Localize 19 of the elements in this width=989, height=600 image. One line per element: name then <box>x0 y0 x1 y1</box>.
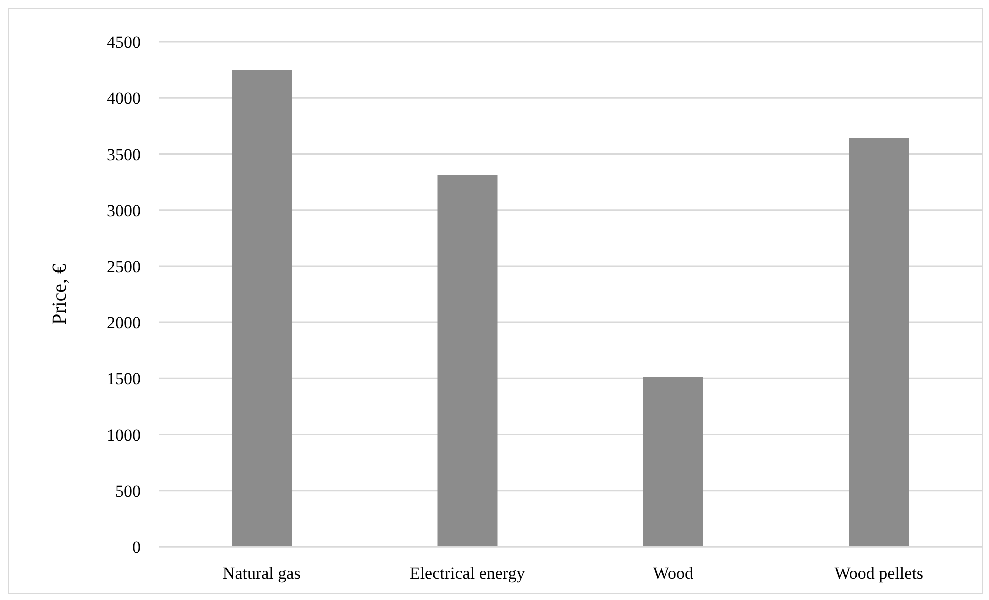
x-tick-label: Electrical energy <box>410 564 526 584</box>
bar <box>232 70 292 547</box>
x-tick-label: Wood pellets <box>834 564 924 584</box>
y-tick-label: 3500 <box>107 145 141 164</box>
y-axis-title: Price, € <box>49 264 72 326</box>
y-tick-label: 0 <box>132 538 141 558</box>
x-tick-label: Wood <box>653 564 694 584</box>
y-tick-label: 2000 <box>107 314 141 333</box>
bar <box>644 378 704 547</box>
y-tick-label: 500 <box>116 482 141 501</box>
bar <box>438 176 498 547</box>
bar <box>849 138 910 547</box>
y-tick-label: 2500 <box>107 257 141 276</box>
y-tick-label: 4000 <box>107 89 141 108</box>
y-tick-label: 1500 <box>107 370 141 389</box>
y-tick-label: 1000 <box>107 426 141 445</box>
y-tick-label: 4500 <box>107 33 141 52</box>
y-tick-label: 3000 <box>107 201 141 220</box>
x-tick-label: Natural gas <box>222 564 301 584</box>
